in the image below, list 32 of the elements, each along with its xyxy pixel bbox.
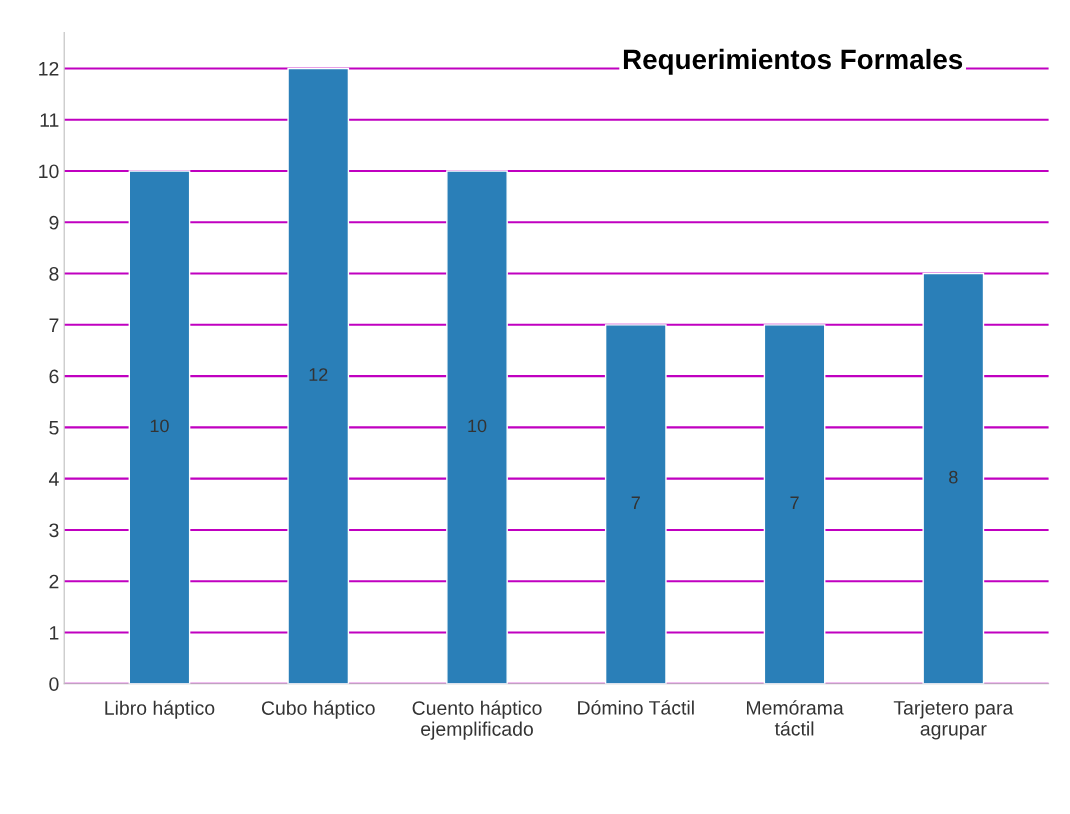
data-label: 10: [150, 419, 169, 433]
y-tick-label: 12: [39, 61, 59, 76]
x-tick-label: Memórama táctil: [747, 700, 844, 736]
y-tick-label: 8: [49, 267, 59, 281]
data-label: 12: [309, 368, 328, 381]
bar: [446, 170, 508, 684]
y-tick-label: 7: [49, 318, 59, 332]
data-label: 7: [790, 496, 799, 509]
y-tick-label: 5: [49, 421, 59, 435]
data-label: 8: [949, 470, 958, 484]
x-tick-label: Cuento háptico ejemplificado: [412, 700, 542, 740]
y-tick-label: 9: [49, 215, 59, 230]
y-tick-label: 2: [49, 574, 59, 589]
bar: [604, 324, 667, 684]
text: Requerimientos Formales: [623, 48, 963, 75]
y-tick-label: 10: [39, 164, 59, 179]
y-tick-label: 1: [50, 626, 59, 640]
y-tick-label: 4: [48, 472, 59, 486]
data-label: 10: [468, 419, 487, 433]
y-tick-label: 11: [40, 113, 59, 127]
y-tick-label: 0: [49, 677, 59, 691]
bar: [922, 272, 985, 684]
y-tick-label: 3: [49, 523, 59, 538]
x-tick-label: Dómino Táctil: [578, 700, 694, 715]
bar: [287, 67, 350, 684]
x-tick-label: Cubo háptico: [261, 700, 375, 719]
data-label: 7: [631, 496, 640, 509]
bar: [763, 324, 826, 684]
bar: [128, 170, 191, 684]
x-tick-label: Tarjetero para agrupar: [893, 700, 1014, 740]
x-tick-label: Libro háptico: [105, 700, 215, 719]
y-tick-label: 6: [49, 369, 59, 384]
